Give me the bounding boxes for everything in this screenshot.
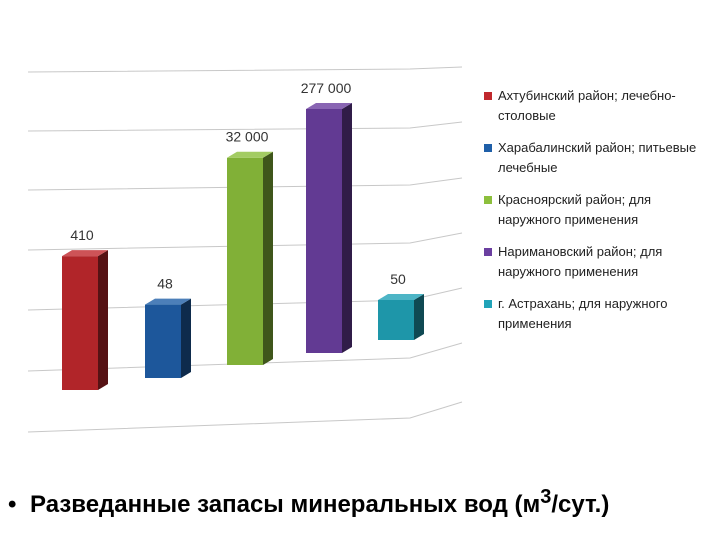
- bar: [306, 102, 352, 353]
- bar-top: [227, 151, 273, 158]
- legend-item: г. Астрахань; для наружного применения: [484, 294, 714, 334]
- bar: [227, 151, 273, 365]
- bar-top: [62, 250, 108, 257]
- bar: [145, 298, 191, 378]
- chart: 410 48 32 000 277 000 50: [27, 66, 463, 433]
- bar-side: [342, 102, 352, 353]
- legend: Ахтубинский район; лечебно-столовые Хара…: [484, 86, 714, 346]
- bar-front: [306, 108, 342, 353]
- legend-item: Наримановский район; для наружного приме…: [484, 242, 714, 282]
- caption-text-end: /сут.): [551, 491, 610, 518]
- legend-swatch: [484, 144, 492, 152]
- bar-side: [263, 151, 273, 365]
- bar-front: [227, 157, 263, 365]
- bar-side: [414, 294, 424, 340]
- legend-label: Харабалинский район; питьевые лечебные: [498, 140, 697, 175]
- bar-front: [62, 256, 98, 390]
- legend-label: г. Астрахань; для наружного применения: [498, 296, 668, 331]
- bar: [378, 294, 424, 340]
- gridline: [27, 177, 463, 191]
- slide-caption: • Разведанные запасы минеральных вод (м3/…: [8, 486, 718, 519]
- bar-top: [378, 294, 424, 300]
- chart-floor-line: [27, 401, 463, 433]
- gridline: [27, 66, 463, 73]
- legend-item: Харабалинский район; питьевые лечебные: [484, 138, 714, 178]
- caption-superscript: 3: [540, 486, 552, 508]
- data-labels: 410 48 32 000 277 000 50: [70, 80, 406, 292]
- legend-label: Красноярский район; для наружного примен…: [498, 192, 652, 227]
- legend-item: Ахтубинский район; лечебно-столовые: [484, 86, 714, 126]
- bar-top: [306, 102, 352, 109]
- data-label: 32 000: [226, 129, 269, 145]
- bullet-icon: •: [8, 491, 17, 518]
- bar-top: [145, 298, 191, 305]
- legend-label: Наримановский район; для наружного приме…: [498, 244, 663, 279]
- legend-swatch: [484, 196, 492, 204]
- data-label: 410: [70, 227, 94, 243]
- data-label: 50: [390, 271, 406, 287]
- legend-swatch: [484, 300, 492, 308]
- bar: [62, 250, 108, 390]
- bar-side: [181, 298, 191, 378]
- data-label: 277 000: [301, 80, 352, 96]
- data-label: 48: [157, 276, 173, 292]
- bar-front: [145, 304, 181, 378]
- legend-label: Ахтубинский район; лечебно-столовые: [498, 88, 676, 123]
- bars: [62, 102, 424, 390]
- bar-front: [378, 300, 414, 340]
- caption-text: Разведанные запасы минеральных вод (м: [30, 491, 541, 518]
- legend-swatch: [484, 248, 492, 256]
- gridline: [27, 232, 463, 251]
- legend-swatch: [484, 92, 492, 100]
- gridline: [27, 121, 463, 132]
- bar-side: [98, 250, 108, 390]
- legend-item: Красноярский район; для наружного примен…: [484, 190, 714, 230]
